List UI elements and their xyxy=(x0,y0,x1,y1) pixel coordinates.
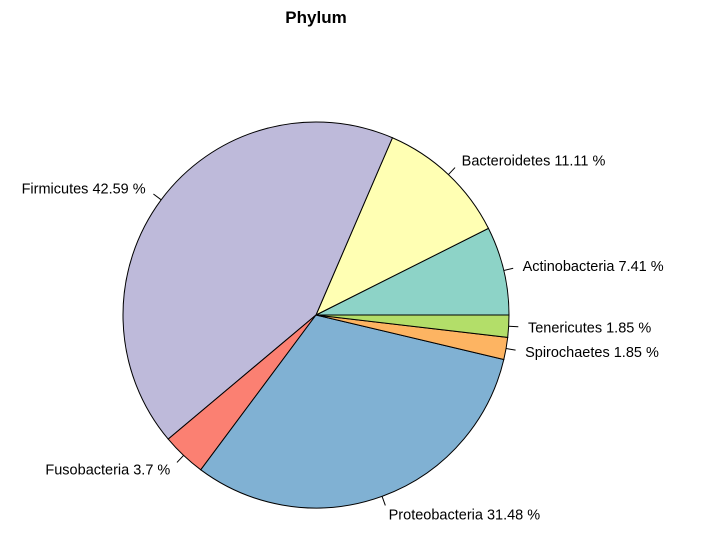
pie-label-fusobacteria: Fusobacteria 3.7 % xyxy=(45,462,170,478)
pie-slice-firmicutes xyxy=(122,121,394,440)
pie-label-tick-bacteroidetes xyxy=(448,167,456,175)
pie-label-bacteroidetes: Bacteroidetes 11.11 % xyxy=(462,154,606,170)
pie-label-firmicutes: Firmicutes 42.59 % xyxy=(22,181,146,197)
pie-slices xyxy=(122,121,510,509)
pie-label-proteobacteria: Proteobacteria 31.48 % xyxy=(389,507,541,523)
pie-label-actinobacteria: Actinobacteria 7.41 % xyxy=(523,259,664,275)
pie-slice-proteobacteria xyxy=(200,314,505,509)
pie-label-tick-spirochaetes xyxy=(505,347,516,351)
pie-label-tick-proteobacteria xyxy=(381,496,386,506)
pie-label-tick-actinobacteria xyxy=(503,267,514,271)
pie-label-tick-firmicutes xyxy=(153,193,162,201)
pie-label-tick-tenericutes xyxy=(508,325,519,328)
pie-slice-bacteroidetes xyxy=(314,137,490,317)
pie-label-spirochaetes: Spirochaetes 1.85 % xyxy=(525,345,659,361)
pie-label-tenericutes: Tenericutes 1.85 % xyxy=(528,320,651,336)
pie-labels: Actinobacteria 7.41 % Bacteroidetes 11.11… xyxy=(22,154,664,524)
pie-label-tick-fusobacteria xyxy=(176,455,184,463)
chart-title: Phylum xyxy=(285,8,346,27)
